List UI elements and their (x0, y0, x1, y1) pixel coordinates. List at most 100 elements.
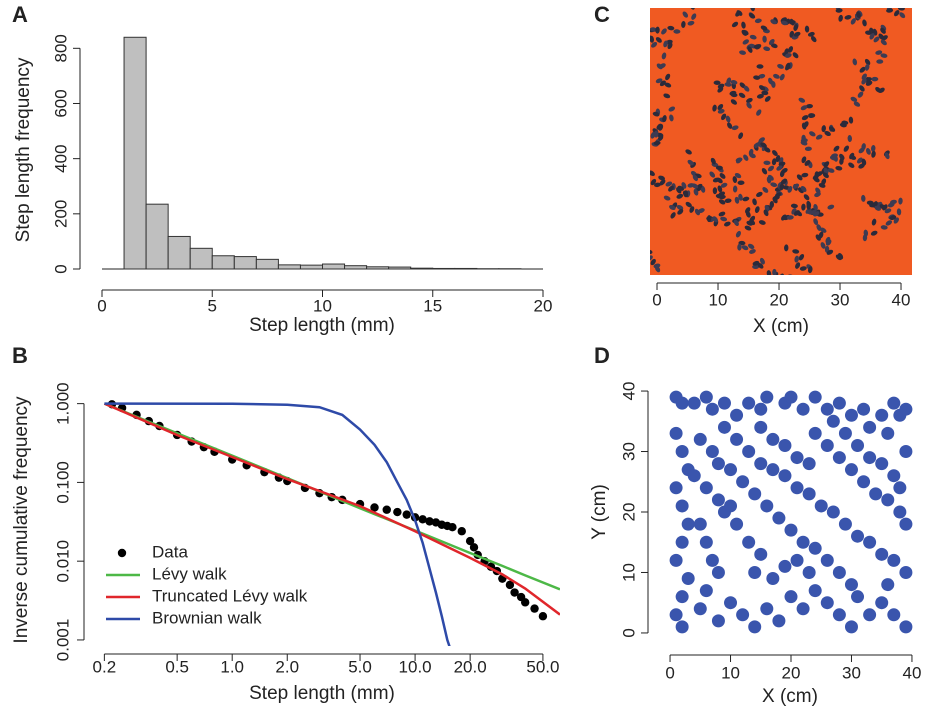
seed (752, 260, 760, 266)
seed (746, 97, 753, 103)
seed (641, 181, 649, 188)
point (748, 620, 762, 634)
data-point (465, 536, 475, 546)
seed (857, 91, 864, 98)
seed (731, 125, 739, 131)
seed (762, 35, 767, 43)
legend-marker (117, 548, 127, 558)
point (711, 614, 725, 628)
seed (859, 85, 865, 92)
seed (829, 126, 836, 132)
legend-label: Data (152, 542, 188, 561)
seed (632, 237, 637, 244)
seed (662, 115, 667, 123)
point (881, 578, 895, 592)
seed (689, 206, 695, 213)
seed (780, 178, 788, 185)
seed (749, 249, 756, 254)
seed (767, 174, 774, 181)
seed (835, 165, 843, 171)
seed (655, 78, 663, 84)
seed (767, 165, 775, 172)
seed (838, 14, 843, 22)
seed (669, 204, 676, 211)
data-point (520, 598, 530, 607)
seed (644, 174, 650, 182)
seed (879, 204, 886, 210)
seed (777, 64, 784, 69)
point (802, 565, 816, 579)
y-tick-label: 600 (51, 89, 70, 117)
seed (793, 210, 800, 216)
seed (750, 8, 755, 12)
seed (889, 199, 897, 205)
x-tick-label: 5.0 (348, 657, 372, 676)
point (730, 408, 744, 422)
seed (682, 11, 689, 18)
seed (735, 157, 743, 163)
point (754, 547, 768, 561)
seed (681, 20, 686, 28)
seed (785, 64, 791, 71)
point (881, 426, 895, 440)
point (844, 620, 858, 634)
seed (738, 193, 743, 201)
seed (713, 80, 721, 85)
seed (745, 210, 751, 218)
point (820, 553, 834, 567)
seed (652, 111, 660, 117)
seed (687, 20, 695, 26)
seed (665, 73, 671, 81)
seed (804, 146, 812, 151)
y-tick-label: 0.010 (53, 540, 72, 583)
seed (835, 254, 842, 261)
seed (818, 183, 826, 188)
seed (743, 0, 750, 2)
y-tick-label: 10 (619, 563, 638, 582)
seed (787, 185, 793, 193)
seed (653, 140, 661, 146)
seed (764, 96, 771, 102)
seed (848, 116, 854, 124)
point (844, 463, 858, 477)
seed (746, 220, 754, 226)
seed (752, 198, 757, 206)
point (875, 596, 889, 610)
seed (847, 135, 853, 143)
point (705, 445, 719, 459)
legend-label: Lévy walk (152, 564, 227, 583)
x-axis-label: Step length (mm) (249, 315, 395, 336)
point (863, 535, 877, 549)
seed (650, 27, 658, 32)
point (711, 493, 725, 507)
seed (756, 64, 764, 69)
seed (650, 255, 653, 261)
bar (167, 235, 191, 270)
point (711, 457, 725, 471)
point (675, 499, 689, 513)
seed (663, 40, 668, 48)
seed (853, 101, 861, 107)
seed (758, 220, 766, 225)
seed (749, 215, 756, 222)
seed (731, 21, 739, 28)
seed (732, 176, 738, 184)
seed (650, 249, 653, 255)
seed (796, 174, 803, 181)
point (693, 432, 707, 446)
point (893, 481, 907, 495)
seed (861, 143, 866, 151)
seed (781, 214, 787, 221)
point (705, 553, 719, 567)
seed (814, 192, 821, 198)
seed (827, 204, 835, 210)
seed (656, 63, 663, 70)
seed (772, 150, 778, 157)
y-tick-label: 0 (51, 264, 70, 273)
seed (663, 93, 671, 99)
seed (664, 82, 672, 88)
seed (858, 0, 865, 6)
point (820, 402, 834, 416)
seed (742, 196, 750, 202)
seed (899, 12, 906, 19)
